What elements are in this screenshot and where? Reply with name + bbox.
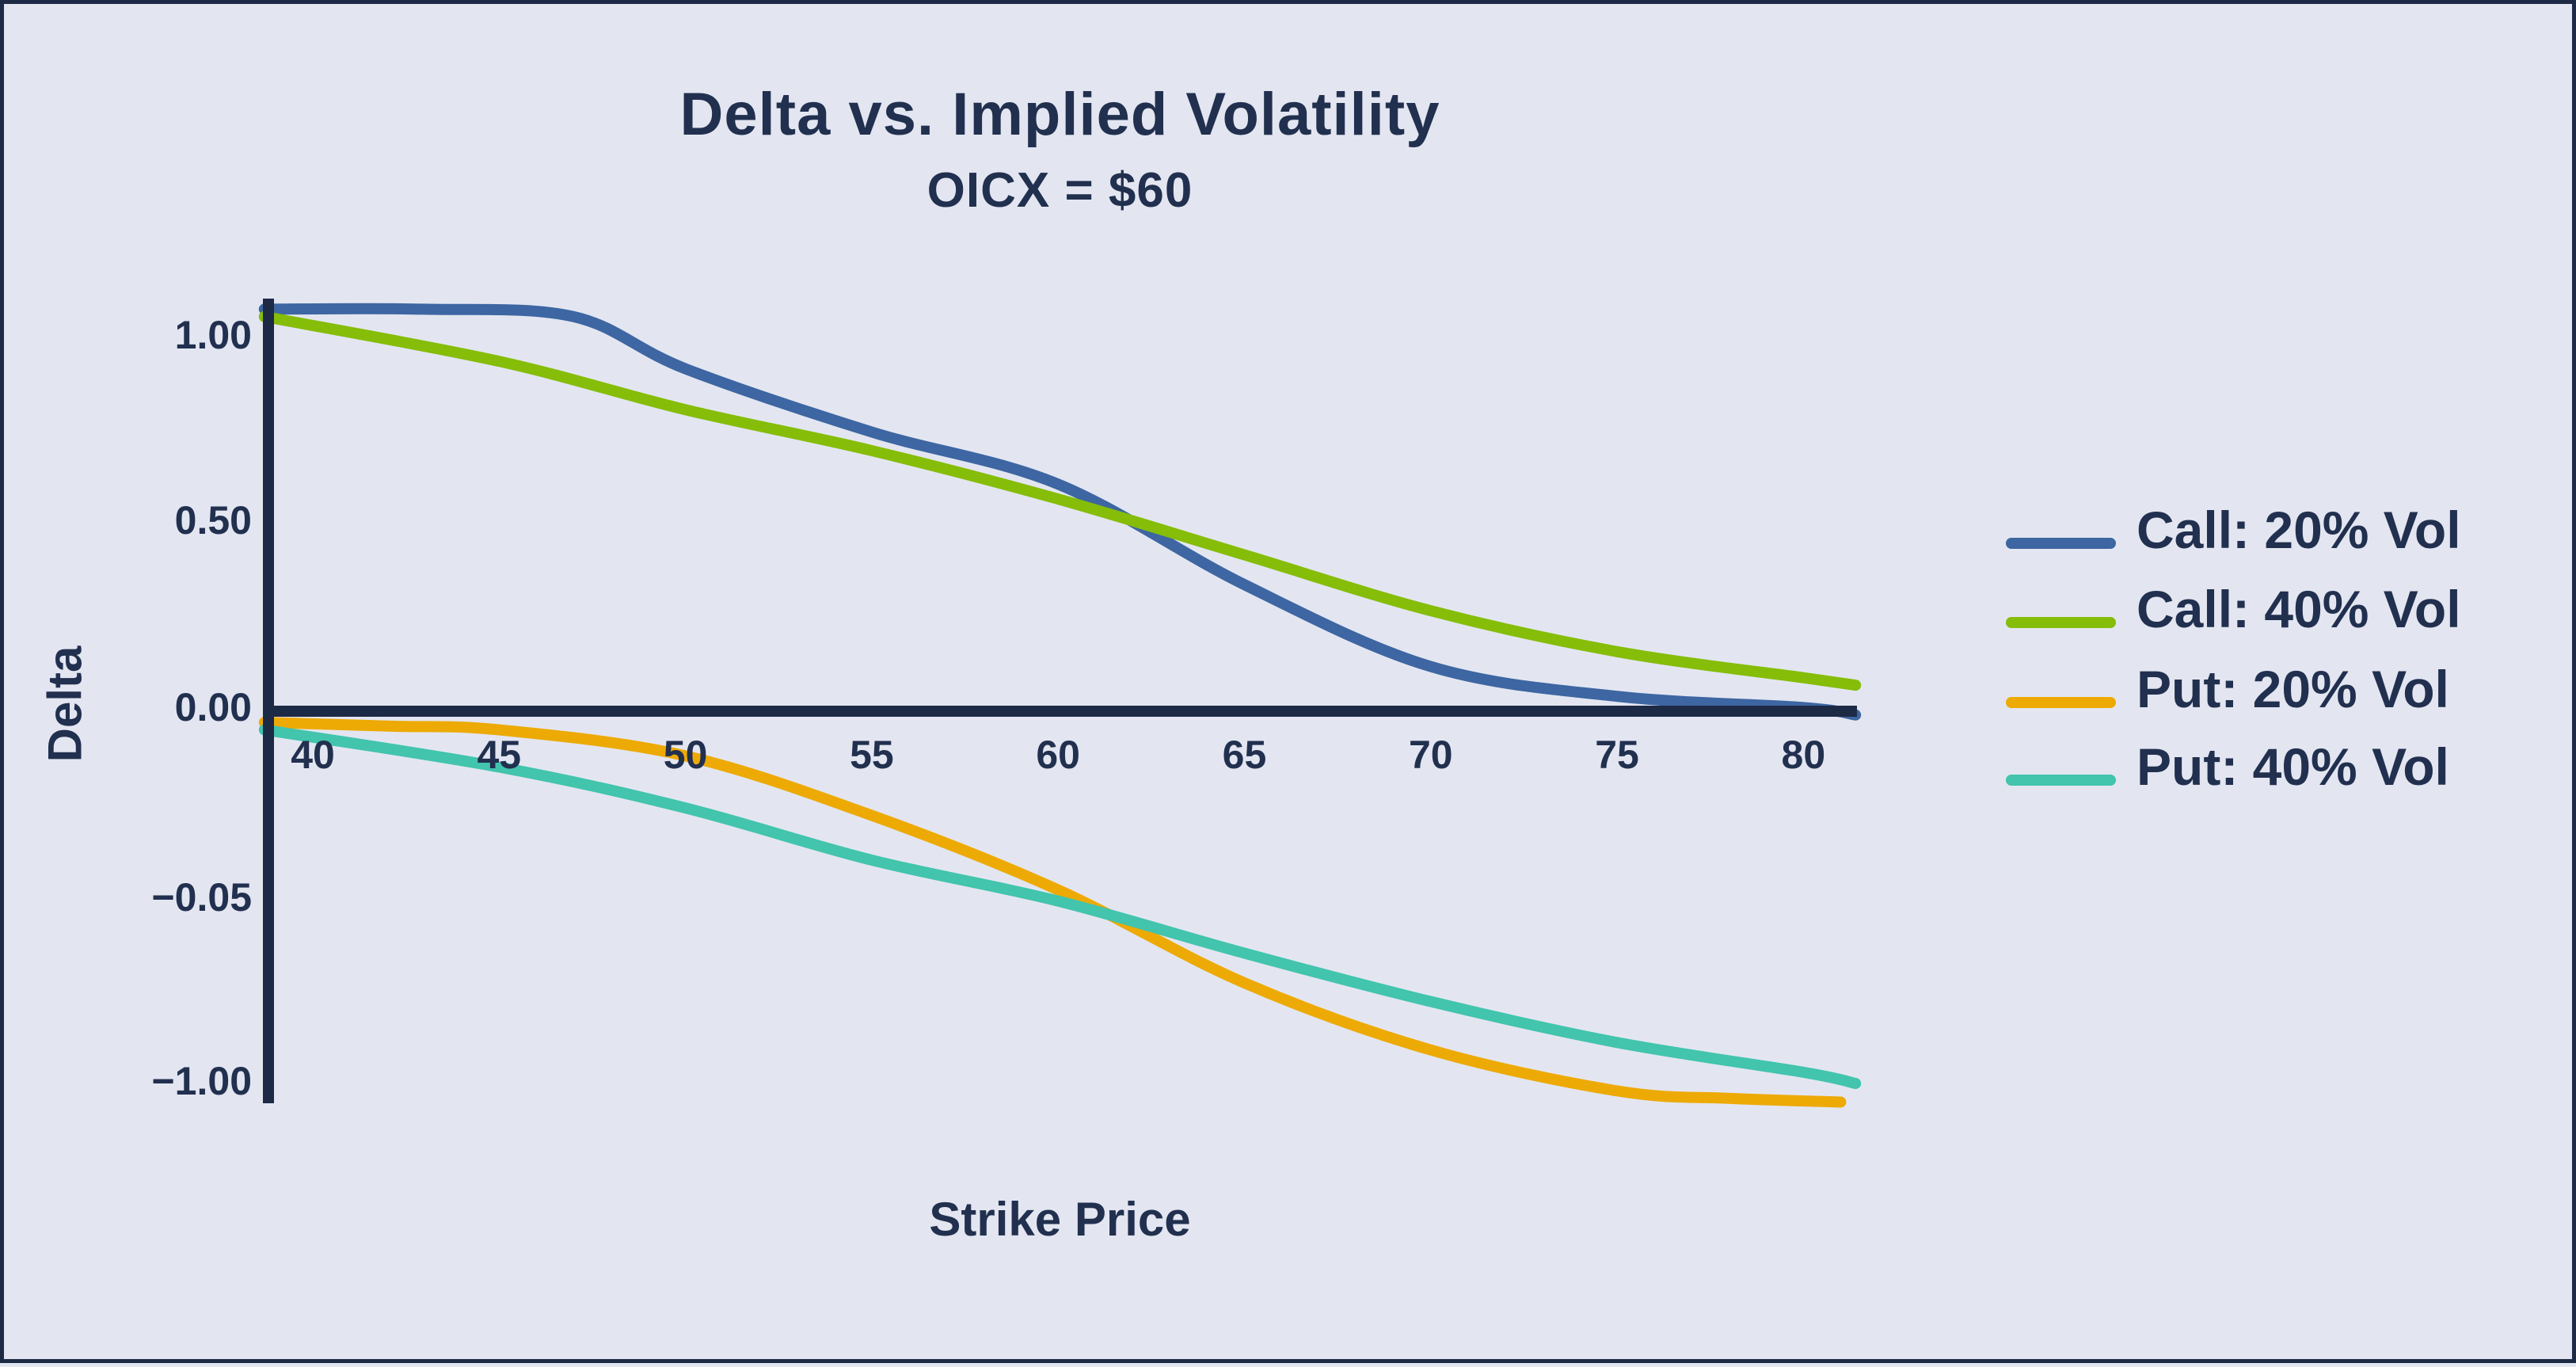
y-tick-label: 1.00 bbox=[174, 313, 252, 357]
x-axis-line bbox=[263, 706, 1857, 717]
legend-swatch bbox=[2006, 697, 2116, 708]
x-tick-label: 60 bbox=[1036, 733, 1080, 777]
chart-title: Delta vs. Implied Volatility bbox=[679, 81, 1440, 148]
x-tick-label: 50 bbox=[663, 733, 708, 777]
legend-label: Put: 20% Vol bbox=[2137, 660, 2449, 718]
y-tick-label: 0.00 bbox=[174, 685, 252, 729]
y-tick-label: −0.05 bbox=[151, 875, 252, 920]
x-tick-label: 80 bbox=[1781, 733, 1826, 777]
x-tick-label: 40 bbox=[291, 733, 335, 777]
x-tick-label: 55 bbox=[850, 733, 894, 777]
series-line-call-20-vol bbox=[258, 303, 1862, 721]
plot-area bbox=[258, 299, 1862, 1108]
x-tick-label: 75 bbox=[1595, 733, 1639, 777]
series-line-put-40-vol bbox=[258, 724, 1862, 1089]
x-tick-label: 70 bbox=[1408, 733, 1453, 777]
legend-swatch bbox=[2006, 538, 2116, 549]
series-line-put-20-vol bbox=[258, 717, 1847, 1108]
legend-label: Put: 40% Vol bbox=[2137, 737, 2449, 796]
y-axis-line bbox=[263, 299, 274, 1103]
y-tick-label: −1.00 bbox=[151, 1059, 252, 1103]
x-tick-label: 65 bbox=[1222, 733, 1267, 777]
x-axis-title: Strike Price bbox=[929, 1193, 1191, 1246]
chart-subtitle: OICX = $60 bbox=[927, 163, 1193, 218]
legend-swatch bbox=[2006, 775, 2116, 786]
x-tick-label: 45 bbox=[477, 733, 522, 777]
y-tick-label: 0.50 bbox=[174, 498, 252, 543]
legend-swatch bbox=[2006, 617, 2116, 628]
legend-label: Call: 40% Vol bbox=[2137, 580, 2461, 638]
series-line-call-40-vol bbox=[258, 310, 1862, 691]
legend-label: Call: 20% Vol bbox=[2137, 501, 2461, 559]
